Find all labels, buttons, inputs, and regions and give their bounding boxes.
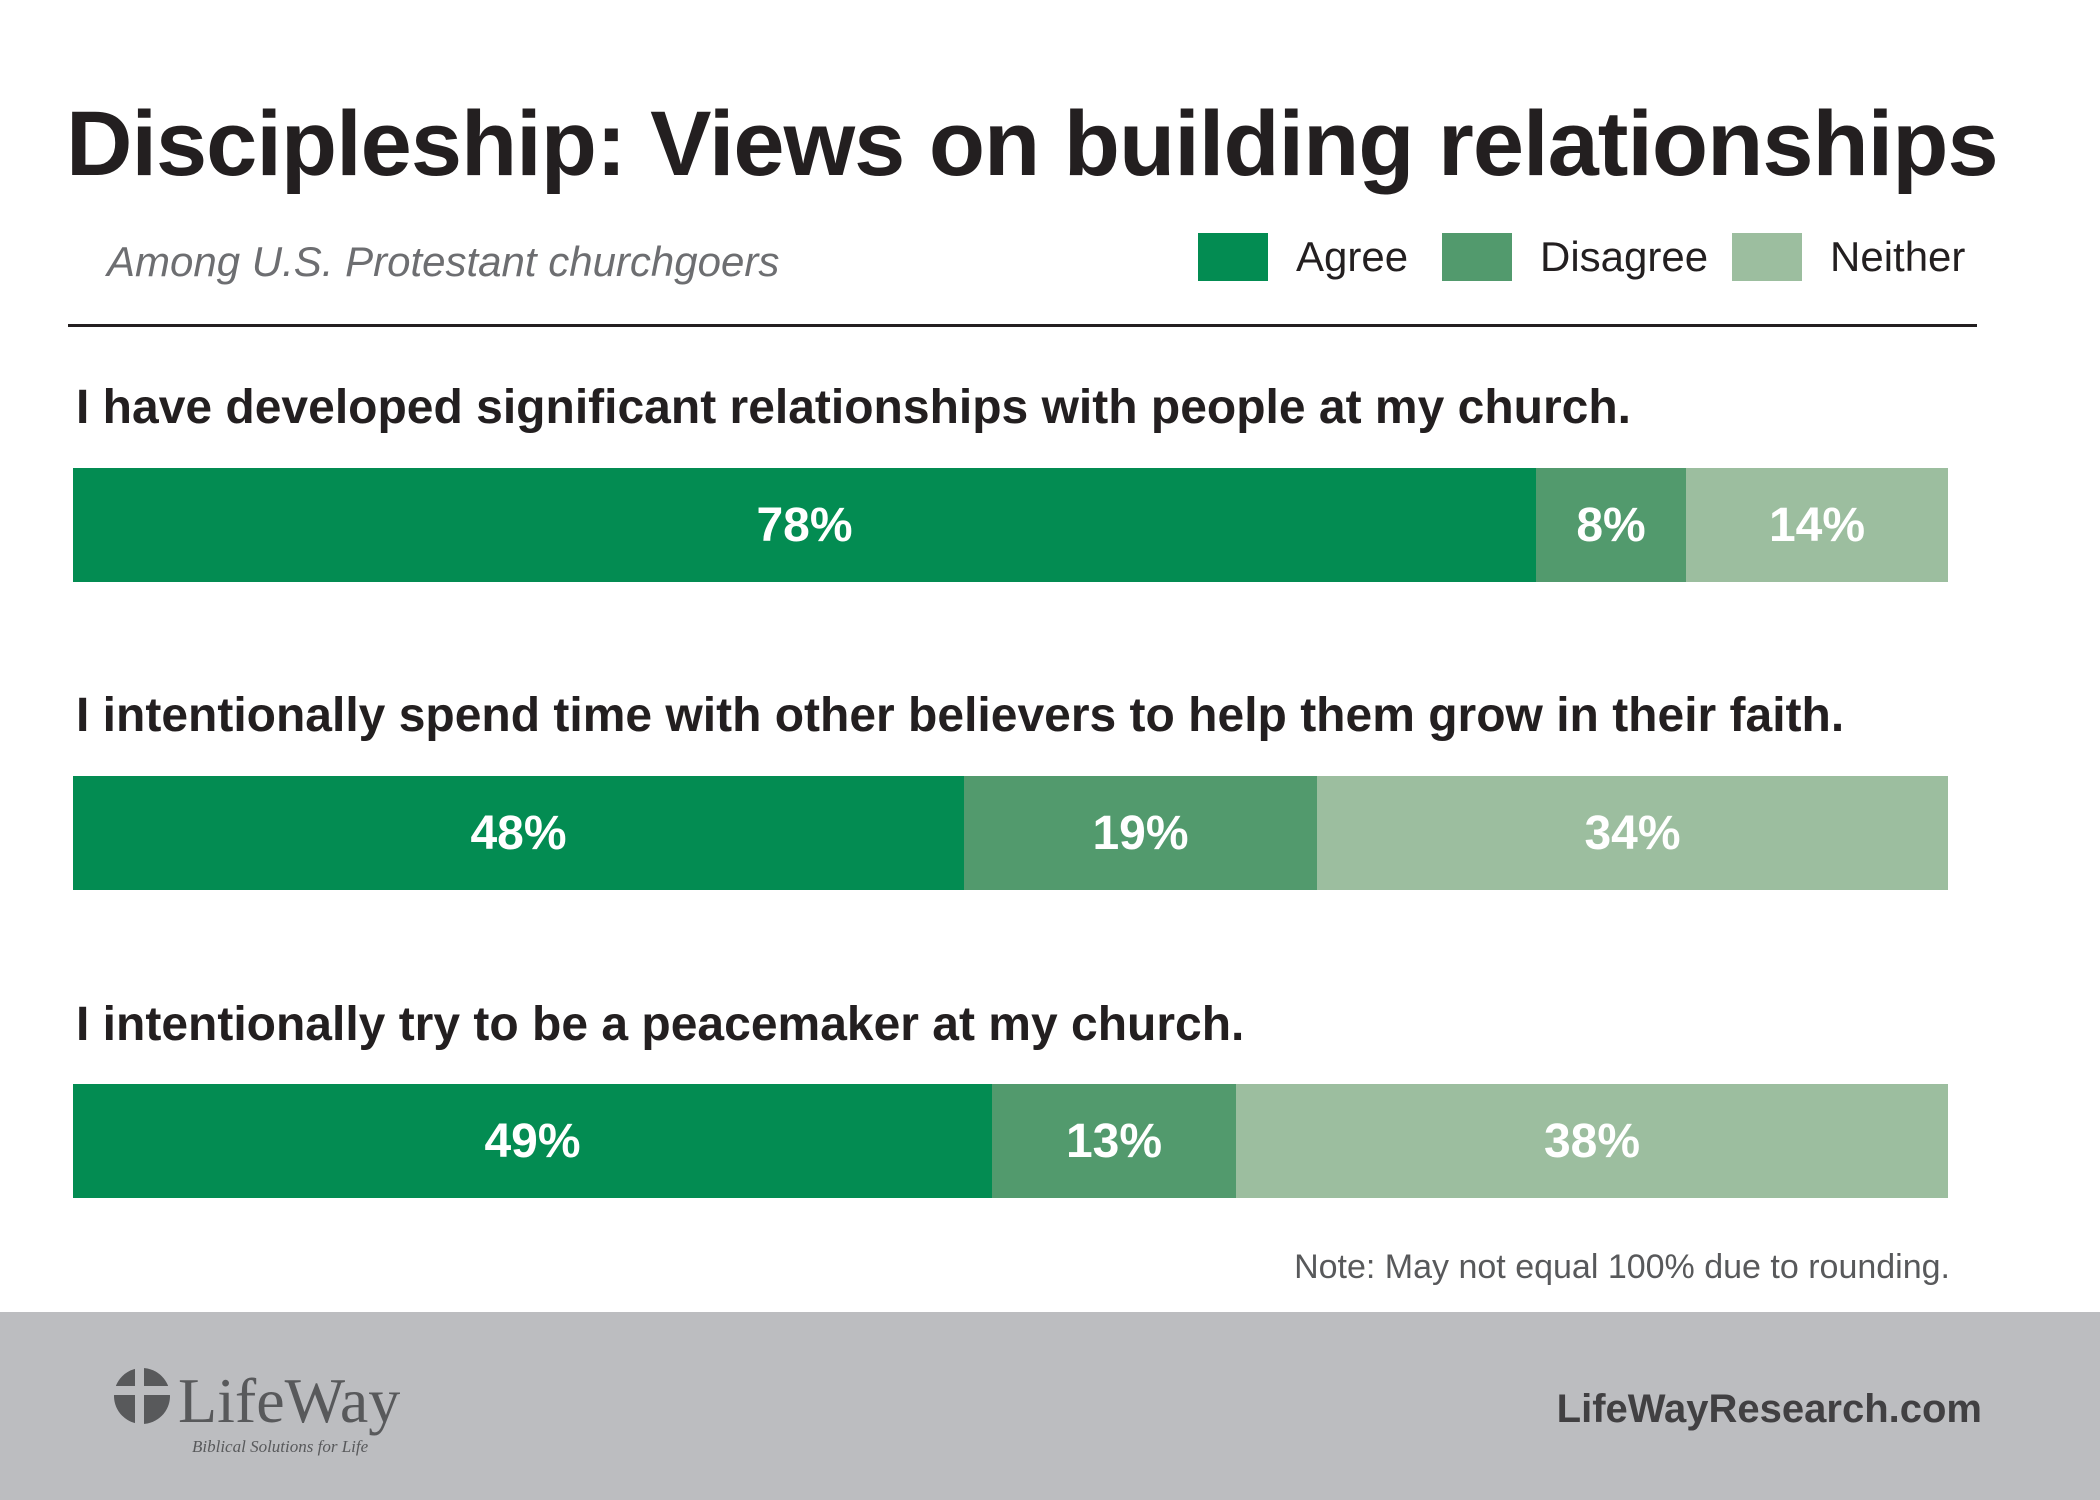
legend-item-disagree: Disagree — [1442, 232, 1708, 282]
bar-segment-disagree: 13% — [992, 1084, 1236, 1198]
lifeway-logo: LifeWay Biblical Solutions for Life — [114, 1365, 400, 1456]
data-label-disagree: 13% — [1065, 1114, 1163, 1168]
legend: Agree Disagree Neither — [0, 232, 2100, 282]
bar-segment-neither: 34% — [1317, 776, 1948, 890]
data-label-neither: 14% — [1768, 498, 1866, 552]
bar-segment-agree: 49% — [73, 1084, 992, 1198]
question-label-2: I intentionally spend time with other be… — [76, 689, 1845, 742]
footer: LifeWay Biblical Solutions for Life Life… — [0, 1312, 2100, 1500]
header-divider — [68, 324, 1977, 327]
logo-wordmark: LifeWay — [178, 1365, 400, 1436]
legend-swatch-neither — [1732, 233, 1802, 281]
data-label-neither: 38% — [1543, 1114, 1641, 1168]
bar-segment-disagree: 19% — [964, 776, 1317, 890]
bar-segment-disagree: 8% — [1536, 468, 1686, 582]
legend-swatch-disagree — [1442, 233, 1512, 281]
logo-tagline: Biblical Solutions for Life — [192, 1437, 369, 1456]
chart-title: Discipleship: Views on building relation… — [66, 93, 1999, 195]
legend-label-agree: Agree — [1296, 233, 1409, 280]
bar-segment-agree: 78% — [73, 468, 1536, 582]
data-label-agree: 48% — [470, 806, 567, 860]
question-label-3: I intentionally try to be a peacemaker a… — [76, 998, 1245, 1051]
data-label-disagree: 8% — [1576, 498, 1646, 552]
legend-item-agree: Agree — [1198, 232, 1408, 282]
bar-segment-neither: 14% — [1686, 468, 1948, 582]
cross-globe-icon — [114, 1368, 170, 1424]
data-label-agree: 78% — [756, 498, 853, 552]
legend-label-disagree: Disagree — [1540, 233, 1709, 280]
website-link[interactable]: LifeWayResearch.com — [1556, 1387, 1982, 1431]
data-label-agree: 49% — [484, 1114, 581, 1168]
chart-subtitle: Among U.S. Protestant churchgoers — [107, 238, 780, 285]
legend-swatch-agree — [1198, 233, 1268, 281]
data-label-disagree: 19% — [1092, 806, 1189, 860]
stacked-bar-1: 78% 8% 14% — [73, 468, 1948, 582]
question-label-1: I have developed significant relationshi… — [76, 381, 1632, 434]
bar-segment-agree: 48% — [73, 776, 964, 890]
data-label-neither: 34% — [1584, 806, 1681, 860]
stacked-bar-3: 49% 13% 38% — [73, 1084, 1948, 1198]
rounding-note: Note: May not equal 100% due to rounding… — [1294, 1248, 1950, 1286]
legend-item-neither: Neither — [1732, 232, 1965, 282]
bar-segment-neither: 38% — [1236, 1084, 1948, 1198]
stacked-bar-2: 48% 19% 34% — [73, 776, 1948, 890]
legend-label-neither: Neither — [1830, 233, 1966, 280]
